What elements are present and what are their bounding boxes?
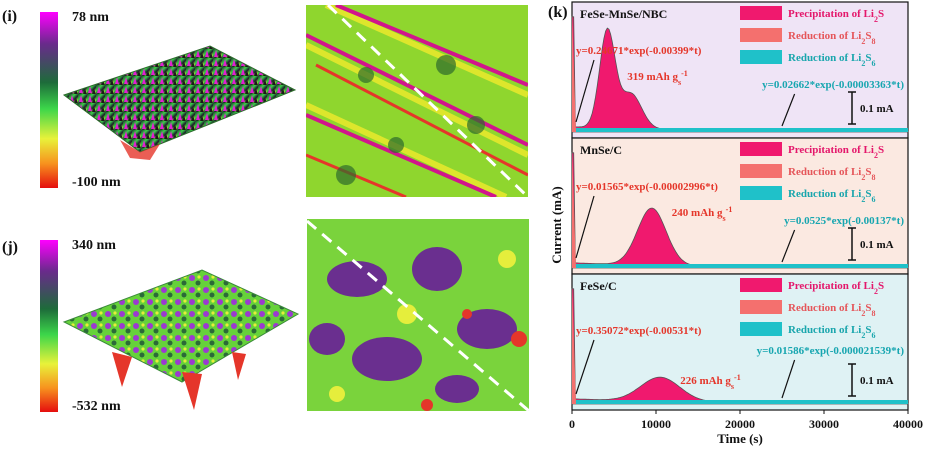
subplot-fese-mnse-nbc: FeSe-MnSe/NBC Precipitation of Li2S Reduct… [571,1,909,139]
capacity-label: 319 mAh gs-1 [627,69,688,87]
legend-reduction-li2s6-swatch [740,186,782,200]
afm-3d-surface-j [62,269,300,410]
legend-precipitation: Precipitation of Li2S [788,280,884,296]
legend-precipitation-swatch [740,142,782,156]
subplot-title: FeSe-MnSe/NBC [580,7,667,21]
subplot-frame [571,137,909,275]
reduction-li2s6-area [572,264,908,268]
legend-reduction-li2s8-swatch [740,28,782,42]
colorbar-i-min: -100 nm [72,175,121,190]
fit-arrow-left [575,59,595,123]
legend-reduction-li2s8: Reduction of Li2S8 [788,30,875,46]
reduction-li2s6-area [572,400,908,404]
reduction-li2s8-area [572,286,576,404]
fit-arrow-right [781,93,796,127]
subplot-title: FeSe/C [580,279,617,293]
panel-label-j: (j) [2,239,18,256]
fit-arrow-right [781,229,796,263]
fit-equation-left: y=0.24671*exp(-0.00399*t) [576,45,702,57]
x-tick-label: 40000 [893,417,923,431]
colorbar-j-min: -532 nm [72,399,121,414]
legend-precipitation-swatch [740,6,782,20]
scale-bar-label: 0.1 mA [860,239,894,251]
legend-reduction-li2s6: Reduction of Li2S6 [788,52,875,68]
legend-reduction-li2s6: Reduction of Li2S6 [788,324,875,340]
subplot-title: MnSe/C [580,143,622,157]
colorbar-j-max: 340 nm [72,238,116,253]
fit-arrow-left [575,339,595,395]
panel-label-k: (k) [548,4,568,21]
capacity-label: 226 mAh gs-1 [680,372,741,390]
x-axis-label: Time (s) [717,431,763,446]
legend-reduction-li2s8-swatch [740,300,782,314]
legend-precipitation: Precipitation of Li2S [788,144,884,160]
fit-equation-left: y=0.01565*exp(-0.00002996*t) [576,181,718,193]
reduction-li2s8-area [572,14,576,132]
afm-2d-map-j [307,219,529,411]
colorbar-j [40,240,58,412]
reduction-li2s8-area [572,150,576,268]
legend-precipitation-swatch [740,278,782,292]
afm-3d-surface-i [62,45,297,160]
scale-bar-label: 0.1 mA [860,103,894,115]
x-axis-ticks: 0 10000 20000 30000 40000 [569,410,923,431]
legend-reduction-li2s8: Reduction of Li2S8 [788,166,875,182]
fit-arrow-left [575,195,595,259]
fit-equation-right: y=0.0525*exp(-0.00137*t) [784,215,904,227]
fit-arrow-right [781,359,796,399]
legend-reduction-li2s8: Reduction of Li2S8 [788,302,875,318]
reduction-li2s6-area [572,128,908,132]
x-tick-label: 30000 [809,417,839,431]
x-tick-label: 0 [569,417,575,431]
subplot-mnse-c: MnSe/C Precipitation of Li2S Reduction of … [571,137,909,275]
subplot-fese-c: FeSe/C Precipitation of Li2S Reduction of … [571,273,909,411]
y-axis-label: Current (mA) [549,186,564,263]
fit-equation-right: y=0.01586*exp(-0.000021539*t) [757,345,905,357]
subplot-frame [571,273,909,411]
capacity-label: 240 mAh gs-1 [672,205,733,223]
legend-reduction-li2s8-swatch [740,164,782,178]
colorbar-i [40,12,58,188]
legend-precipitation: Precipitation of Li2S [788,8,884,24]
legend-reduction-li2s6-swatch [740,50,782,64]
legend-reduction-li2s6: Reduction of Li2S6 [788,188,875,204]
colorbar-i-max: 78 nm [72,10,109,25]
x-tick-label: 20000 [725,417,755,431]
x-tick-label: 10000 [641,417,671,431]
legend-reduction-li2s6-swatch [740,322,782,336]
afm-2d-map-i [306,5,528,197]
scale-bar-label: 0.1 mA [860,375,894,387]
fit-equation-left: y=0.35072*exp(-0.00531*t) [576,325,702,337]
fit-equation-right: y=0.02662*exp(-0.00003363*t) [762,79,904,91]
current-time-chart: FeSe-MnSe/NBC Precipitation of Li2S Reduct… [549,1,923,446]
panel-label-i: (i) [2,8,18,25]
